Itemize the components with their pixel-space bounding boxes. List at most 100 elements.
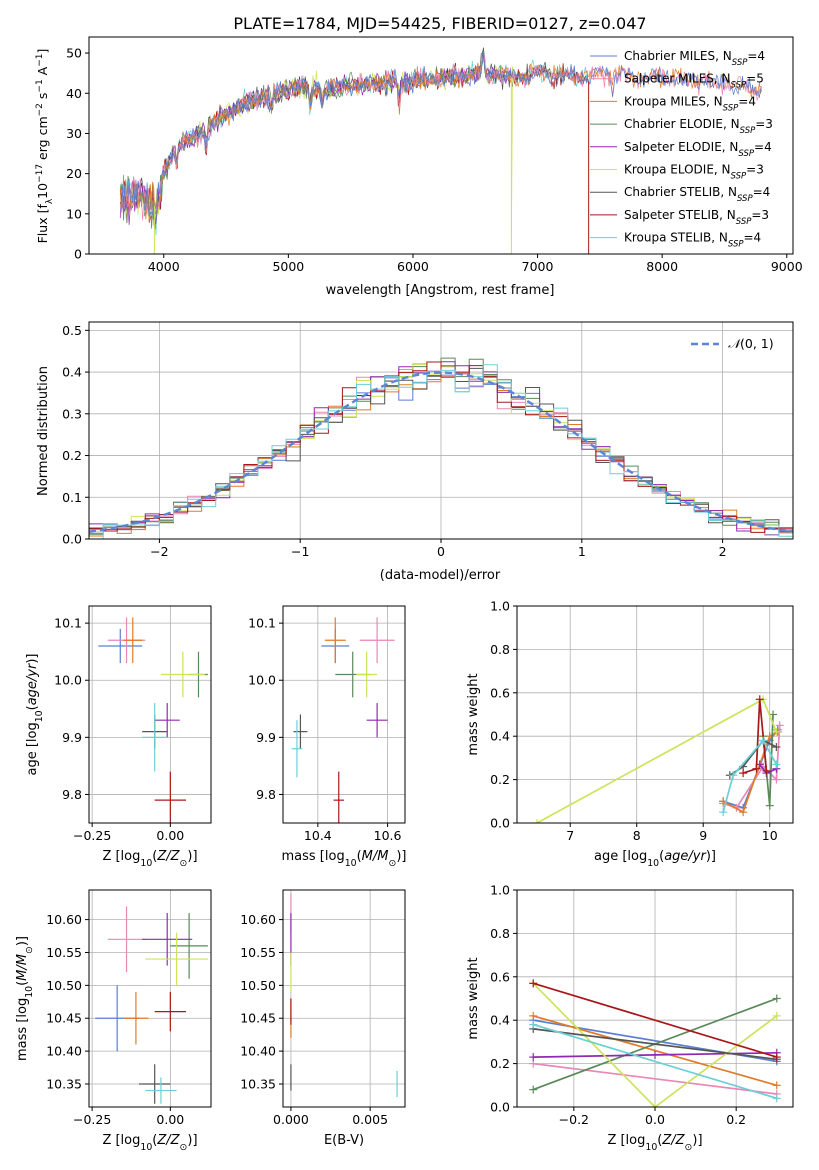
- y-tick-label: 0.8: [490, 642, 510, 657]
- y-tick-label: 0.8: [490, 926, 510, 941]
- y-tick-label: 10.45: [46, 1011, 82, 1026]
- y-tick-label: 10.1: [54, 616, 82, 631]
- label-part: age [log: [594, 849, 647, 864]
- mass-weight-vs-Z-panel: −0.2 0.0 0.2 0.0 0.2 0.4 0.6 0.8 1.0: [490, 883, 794, 1127]
- errorbar-point: [98, 628, 143, 664]
- legend-name: Chabrier ELODIE, N: [624, 117, 740, 131]
- y-tick-label: 10: [66, 206, 82, 221]
- weight-line: [532, 1015, 778, 1087]
- errorbar-point: [123, 991, 149, 1045]
- y-tick-label: 9.8: [256, 787, 276, 802]
- legend-nssp: =5: [746, 72, 764, 86]
- legend-nssp: =4: [738, 94, 756, 108]
- legend-name: Salpeter ELODIE, N: [624, 140, 738, 154]
- y-tick-label: 0.4: [62, 365, 82, 380]
- x-axis-label: Z [log10(Z/Z⊙)]: [102, 1133, 197, 1153]
- y-tick-label: 1.0: [490, 599, 510, 614]
- weight-marker: [739, 769, 748, 778]
- y-tick-label: 0.3: [62, 406, 82, 421]
- x-tick-label: 0.000: [273, 1112, 309, 1127]
- label-part: M/M: [15, 954, 30, 981]
- legend-nssp: =4: [753, 185, 771, 199]
- x-tick-label: 0.0: [645, 1112, 665, 1127]
- y-tick-label: 0.2: [62, 448, 82, 463]
- weight-marker: [529, 1085, 538, 1094]
- label-part: A: [35, 66, 50, 79]
- mass-weight-vs-Z-plot-area: [529, 979, 781, 1107]
- label-part: 10: [34, 710, 45, 722]
- y-tick-label: 10.0: [248, 673, 276, 688]
- residuals-plot-area: [89, 357, 793, 539]
- weight-marker: [529, 1011, 538, 1020]
- label-part: )]: [396, 849, 406, 864]
- errorbar-point: [170, 913, 208, 979]
- y-axis-label: age [log10(age/yr)]: [25, 653, 45, 775]
- weight-marker: [739, 808, 748, 817]
- weight-line: [533, 1062, 777, 1095]
- weight-marker: [755, 695, 764, 704]
- weight-line: [532, 1023, 778, 1100]
- label-part: mass [log: [15, 998, 30, 1061]
- weight-marker: [772, 1053, 781, 1062]
- errorbar-point: [333, 771, 344, 823]
- age-vs-Z-grid: [89, 606, 211, 823]
- y-axis-label: mass weight: [466, 673, 481, 755]
- y-tick-label: 0.0: [62, 532, 82, 547]
- legend-sub: SSP: [728, 240, 744, 250]
- x-tick-label: 0.00: [156, 1112, 184, 1127]
- x-tick-label: −0.25: [73, 1112, 111, 1127]
- legend-args: (0, 1): [740, 336, 774, 351]
- label-part: 10: [645, 1142, 657, 1153]
- label-part: ⊙: [24, 946, 35, 954]
- legend-label: Chabrier MILES, NSSP=4: [624, 49, 765, 68]
- spectrum-line: [119, 55, 762, 221]
- legend-nssp: =3: [755, 117, 773, 131]
- label-part: Z [log: [102, 1133, 140, 1148]
- weight-line: [533, 1028, 777, 1061]
- y-axis-label: mass [log10(M/M⊙)]: [15, 936, 35, 1061]
- errorbar-point: [293, 714, 308, 749]
- errorbar-point: [356, 651, 378, 698]
- errorbar-point: [154, 771, 186, 823]
- weight-marker: [769, 710, 778, 719]
- label-part: (: [657, 1133, 662, 1148]
- label-part: s: [35, 93, 50, 104]
- errorbar-point: [366, 703, 388, 738]
- y-tick-label: 10.0: [54, 673, 82, 688]
- legend-nssp: =3: [746, 163, 764, 177]
- label-part: −2: [35, 103, 45, 116]
- label-part: (: [659, 849, 664, 864]
- legend-label: 𝒩(0, 1): [728, 336, 774, 351]
- weight-marker: [772, 1011, 781, 1020]
- y-tick-label: 50: [66, 46, 82, 61]
- weight-marker: [529, 1020, 538, 1029]
- y-tick-label: 10.40: [240, 1044, 276, 1059]
- histogram-step: [89, 361, 793, 533]
- weight-marker: [765, 801, 774, 810]
- histogram-step: [89, 364, 793, 539]
- label-part: −1: [35, 54, 45, 67]
- label-part: )]: [25, 653, 40, 663]
- label-part: )]: [706, 849, 716, 864]
- x-tick-label: 0.2: [726, 1112, 746, 1127]
- label-part: ⊙: [180, 1142, 188, 1153]
- y-tick-label: 10.55: [240, 945, 276, 960]
- legend-label: Chabrier ELODIE, NSSP=3: [624, 117, 773, 136]
- y-tick-label: 9.9: [62, 730, 82, 745]
- age-vs-mass-panel: 10.4 10.6 9.8 9.9 10.0 10.1: [248, 605, 406, 843]
- weight-marker: [772, 760, 781, 769]
- y-tick-label: 0.4: [490, 729, 510, 744]
- x-tick-label: 2: [719, 544, 727, 559]
- y-tick-label: 10.55: [46, 945, 82, 960]
- label-part: ⊙: [685, 1142, 693, 1153]
- age-vs-Z-plot-area: [98, 617, 208, 823]
- x-tick-label: 0: [437, 544, 445, 559]
- spectrum-line: [119, 50, 762, 224]
- x-axis-label: age [log10(age/yr)]: [594, 849, 716, 869]
- label-part: age/yr: [664, 849, 707, 864]
- label-part: 10: [345, 858, 357, 869]
- mass-vs-Z-frame: [88, 889, 212, 1108]
- age-vs-Z-panel: −0.25 0.00 9.8 9.9 10.0 10.1: [54, 605, 212, 843]
